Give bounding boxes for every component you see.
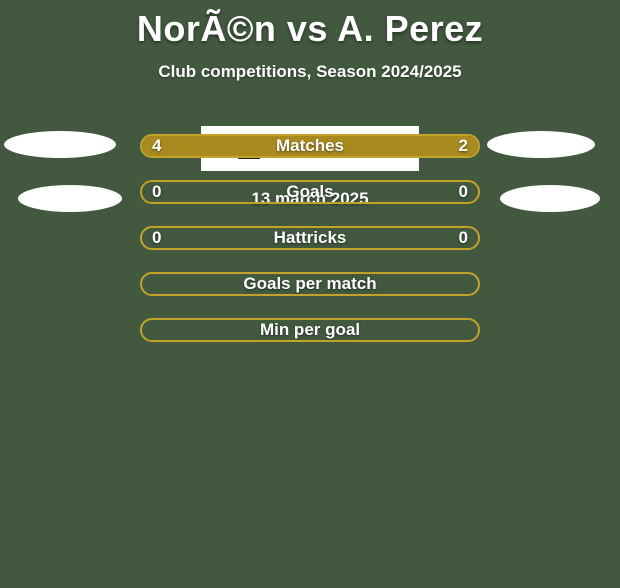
- stat-label: Hattricks: [142, 228, 478, 248]
- decorative-ellipse: [487, 131, 595, 158]
- stat-value-left: 0: [152, 228, 161, 248]
- stat-bar: Goals0 0: [140, 180, 480, 204]
- stat-value-left: 0: [152, 182, 161, 202]
- stat-label: Matches: [142, 136, 478, 156]
- page-subtitle: Club competitions, Season 2024/2025: [0, 62, 620, 82]
- page-title: NorÃ©n vs A. Perez: [0, 8, 620, 50]
- stat-value-left: 4: [152, 136, 161, 156]
- stat-bar: Matches4 2: [140, 134, 480, 158]
- stat-label: Goals per match: [142, 274, 478, 294]
- stat-label: Goals: [142, 182, 478, 202]
- stat-bar: Hattricks0 0: [140, 226, 480, 250]
- decorative-ellipse: [500, 185, 600, 212]
- stat-bar: Min per goal: [140, 318, 480, 342]
- stat-label: Min per goal: [142, 320, 478, 340]
- decorative-ellipse: [18, 185, 122, 212]
- stat-value-right: 2: [459, 136, 468, 156]
- decorative-ellipse: [4, 131, 116, 158]
- stat-value-right: 0: [459, 182, 468, 202]
- stat-value-right: 0: [459, 228, 468, 248]
- stat-bar: Goals per match: [140, 272, 480, 296]
